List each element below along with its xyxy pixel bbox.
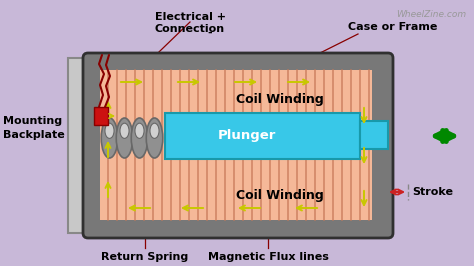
Bar	[100, 70, 372, 220]
Text: Coil Winding: Coil Winding	[236, 189, 324, 202]
Text: -: -	[207, 28, 211, 38]
Text: Plunger: Plunger	[218, 130, 276, 143]
Text: Coil Winding: Coil Winding	[236, 94, 324, 106]
Bar	[68, 58, 88, 233]
Ellipse shape	[146, 118, 163, 158]
Ellipse shape	[116, 118, 133, 158]
Ellipse shape	[105, 123, 114, 138]
Text: Stroke: Stroke	[412, 187, 453, 197]
Text: WheelZine.com: WheelZine.com	[396, 10, 466, 19]
Ellipse shape	[150, 123, 159, 138]
Text: Mounting
Backplate: Mounting Backplate	[3, 116, 65, 140]
FancyBboxPatch shape	[83, 53, 393, 238]
Text: Electrical +
Connection: Electrical + Connection	[155, 12, 226, 34]
Bar	[360, 121, 388, 149]
Ellipse shape	[120, 123, 129, 138]
Ellipse shape	[135, 123, 144, 138]
Text: Return Spring: Return Spring	[101, 252, 189, 262]
Ellipse shape	[131, 118, 148, 158]
Bar	[94, 107, 108, 125]
Bar	[165, 113, 360, 159]
Ellipse shape	[101, 118, 118, 158]
Text: Case or Frame: Case or Frame	[348, 22, 438, 32]
Text: Magnetic Flux lines: Magnetic Flux lines	[208, 252, 328, 262]
